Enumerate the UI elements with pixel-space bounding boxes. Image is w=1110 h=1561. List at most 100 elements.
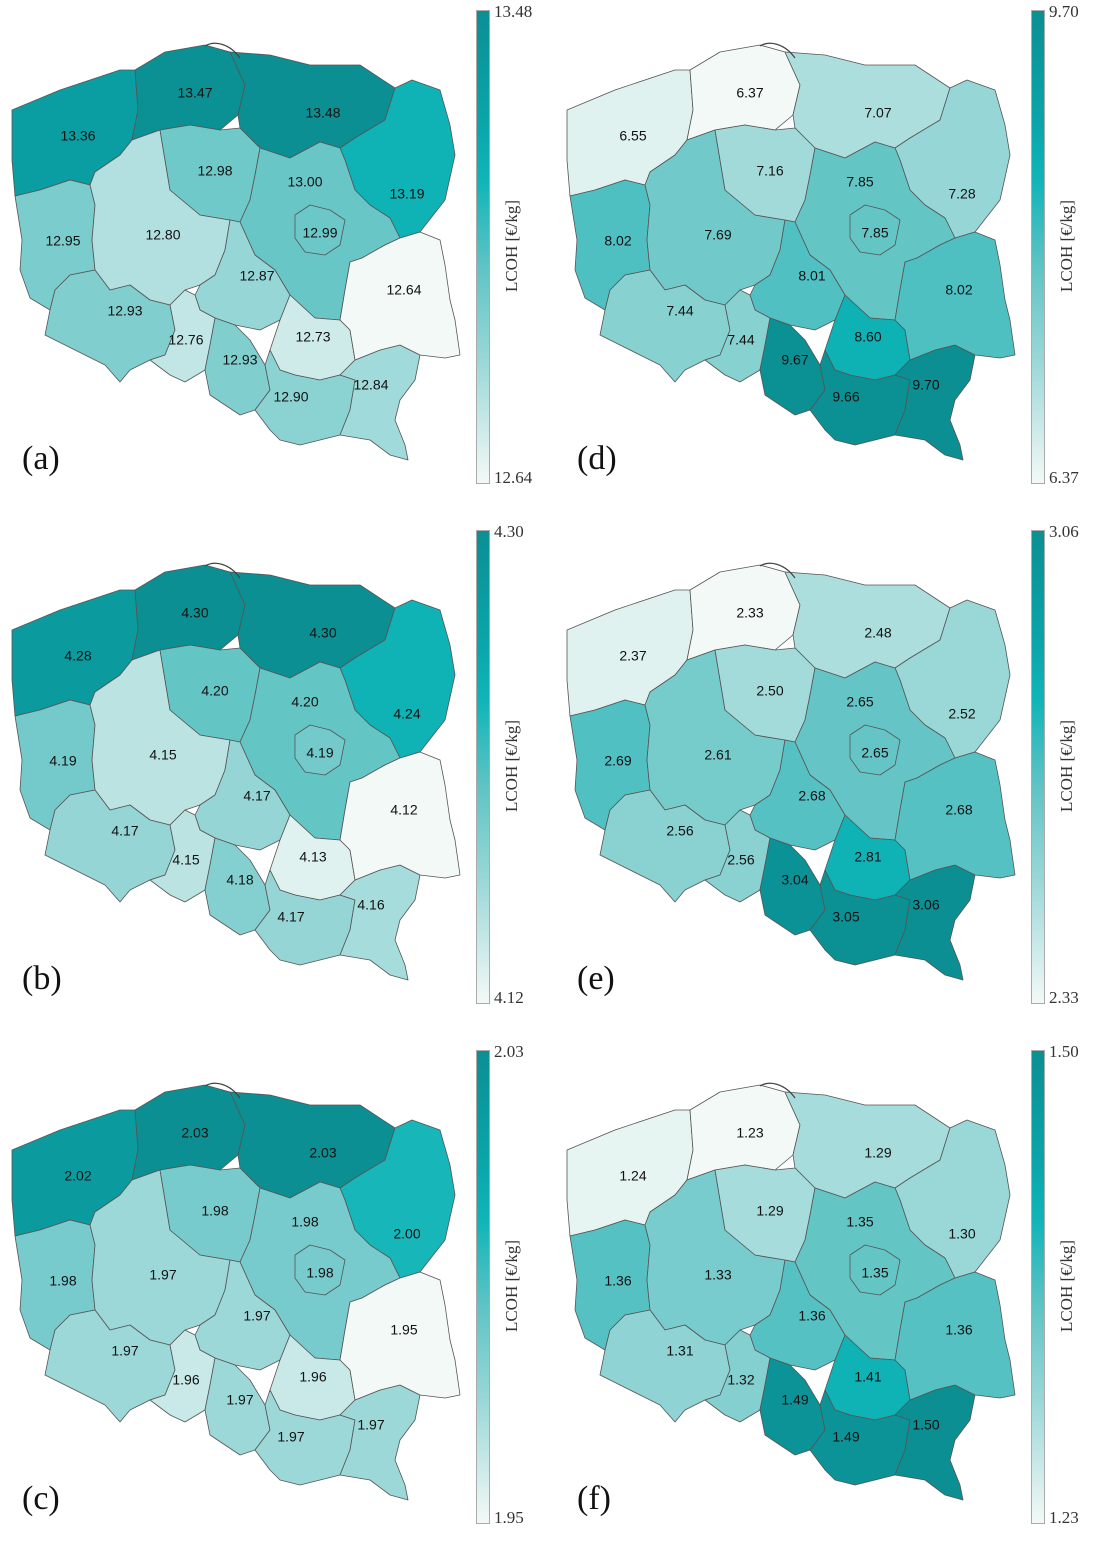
value-label-kujawsko_pomorskie: 2.50 — [756, 683, 783, 699]
value-label-swietokrzyskie: 2.81 — [854, 849, 881, 865]
colorbar-max-label: 2.03 — [494, 1042, 524, 1061]
colorbar-min-label: 2.33 — [1049, 988, 1079, 1007]
region-slaskie — [759, 837, 826, 936]
colorbar-title: LCOH [€/kg] — [502, 1239, 521, 1333]
colorbar-min-label: 1.23 — [1049, 1508, 1079, 1527]
value-label-warminsko_mazurskie: 4.30 — [309, 625, 336, 641]
region-lubelskie — [339, 231, 461, 361]
value-label-pomorskie: 13.47 — [177, 85, 212, 101]
value-label-warminsko_mazurskie: 2.48 — [864, 625, 891, 641]
value-label-dolnoslaskie: 1.31 — [666, 1343, 693, 1359]
value-label-warminsko_mazurskie: 13.48 — [305, 105, 340, 121]
value-label-dolnoslaskie: 7.44 — [666, 303, 693, 319]
value-label-lodzkie: 8.01 — [798, 268, 825, 284]
colorbar-title: LCOH [€/kg] — [1057, 719, 1076, 813]
region-warszawa — [294, 1244, 346, 1296]
value-label-mazowieckie: 7.85 — [846, 174, 873, 190]
colorbar-title: LCOH [€/kg] — [1057, 199, 1076, 293]
value-label-warszawa: 1.98 — [306, 1265, 333, 1281]
value-label-slaskie: 4.18 — [226, 872, 253, 888]
poland-voivodeship-map: 13.36 13.47 13.48 13.19 12.95 12.80 12.98 13.00… — [11, 42, 461, 461]
value-label-zachodniopomorskie: 2.37 — [619, 648, 646, 664]
value-label-pomorskie: 2.33 — [736, 605, 763, 621]
value-label-lubelskie: 1.36 — [945, 1322, 972, 1338]
value-label-zachodniopomorskie: 6.55 — [619, 128, 646, 144]
value-label-podkarpackie: 3.06 — [912, 897, 939, 913]
value-label-kujawsko_pomorskie: 4.20 — [201, 683, 228, 699]
value-label-lubelskie: 2.68 — [945, 802, 972, 818]
colorbar-min-label: 4.12 — [494, 988, 524, 1007]
region-pomorskie — [131, 564, 246, 661]
value-label-mazowieckie: 1.98 — [291, 1214, 318, 1230]
value-label-podkarpackie: 12.84 — [353, 377, 388, 393]
value-label-zachodniopomorskie: 2.02 — [64, 1168, 91, 1184]
value-label-podlaskie: 2.52 — [948, 706, 975, 722]
poland-voivodeship-map: 2.02 2.03 2.03 2.00 1.98 1.97 1.98 1.98 1.97 1.97… — [11, 1082, 461, 1501]
map-panel: 13.36 13.47 13.48 13.19 12.95 12.80 12.98 13.00… — [0, 0, 555, 520]
colorbar-title: LCOH [€/kg] — [502, 199, 521, 293]
value-label-swietokrzyskie: 12.73 — [295, 329, 330, 345]
value-label-podlaskie: 1.30 — [948, 1226, 975, 1242]
value-label-opolskie: 4.15 — [172, 852, 199, 868]
value-label-warminsko_mazurskie: 1.29 — [864, 1145, 891, 1161]
value-label-lubuskie: 4.19 — [49, 753, 76, 769]
colorbar — [476, 10, 490, 484]
value-label-lodzkie: 1.36 — [798, 1308, 825, 1324]
value-label-lodzkie: 4.17 — [243, 788, 270, 804]
region-slaskie — [759, 1357, 826, 1456]
value-label-opolskie: 1.96 — [172, 1372, 199, 1388]
panel-letter: (d) — [577, 440, 617, 477]
poland-voivodeship-map: 1.24 1.23 1.29 1.30 1.36 1.33 1.29 1.35 1.36 1.31… — [566, 1082, 1016, 1501]
value-label-lubuskie: 1.36 — [604, 1273, 631, 1289]
value-label-podkarpackie: 1.50 — [912, 1417, 939, 1433]
value-label-dolnoslaskie: 2.56 — [666, 823, 693, 839]
panel-letter: (a) — [22, 440, 60, 477]
map-panel: 4.28 4.30 4.30 4.24 4.19 4.15 4.20 4.20 4.17 4.17… — [0, 520, 555, 1040]
value-label-lubuskie: 12.95 — [45, 233, 80, 249]
value-label-kujawsko_pomorskie: 12.98 — [197, 163, 232, 179]
poland-voivodeship-map: 6.55 6.37 7.07 7.28 8.02 7.69 7.16 7.85 8.01 7.44… — [566, 42, 1016, 461]
map-panel: 2.02 2.03 2.03 2.00 1.98 1.97 1.98 1.98 1.97 1.97… — [0, 1040, 555, 1560]
region-lubelskie — [339, 751, 461, 881]
value-label-lodzkie: 12.87 — [239, 268, 274, 284]
value-label-podkarpackie: 1.97 — [357, 1417, 384, 1433]
value-label-swietokrzyskie: 1.96 — [299, 1369, 326, 1385]
poland-voivodeship-map: 2.37 2.33 2.48 2.52 2.69 2.61 2.50 2.65 2.68 2.56… — [566, 562, 1016, 981]
value-label-pomorskie: 6.37 — [736, 85, 763, 101]
value-label-malopolskie: 1.49 — [832, 1429, 859, 1445]
colorbar-title: LCOH [€/kg] — [502, 719, 521, 813]
value-label-podlaskie: 2.00 — [393, 1226, 420, 1242]
value-label-malopolskie: 9.66 — [832, 389, 859, 405]
region-pomorskie — [131, 44, 246, 141]
region-slaskie — [204, 1357, 271, 1456]
map-panel: 1.24 1.23 1.29 1.30 1.36 1.33 1.29 1.35 1.36 1.31… — [555, 1040, 1110, 1560]
panel-letter: (c) — [22, 1480, 60, 1517]
value-label-lodzkie: 2.68 — [798, 788, 825, 804]
colorbar-min-label: 12.64 — [494, 468, 533, 487]
coastline — [204, 562, 241, 579]
panel-letter: (b) — [22, 960, 62, 997]
region-lubelskie — [339, 1271, 461, 1401]
value-label-mazowieckie: 1.35 — [846, 1214, 873, 1230]
colorbar-max-label: 3.06 — [1049, 522, 1079, 541]
value-label-dolnoslaskie: 12.93 — [107, 303, 142, 319]
value-label-swietokrzyskie: 8.60 — [854, 329, 881, 345]
coastline — [759, 42, 796, 59]
value-label-warminsko_mazurskie: 2.03 — [309, 1145, 336, 1161]
colorbar — [476, 530, 490, 1004]
map-panel: 2.37 2.33 2.48 2.52 2.69 2.61 2.50 2.65 2.68 2.56… — [555, 520, 1110, 1040]
value-label-wielkopolskie: 1.33 — [704, 1267, 731, 1283]
colorbar-max-label: 4.30 — [494, 522, 524, 541]
value-label-warszawa: 7.85 — [861, 225, 888, 241]
value-label-slaskie: 1.49 — [781, 1392, 808, 1408]
coastline — [759, 1082, 796, 1099]
region-warszawa — [294, 724, 346, 776]
value-label-swietokrzyskie: 4.13 — [299, 849, 326, 865]
value-label-pomorskie: 4.30 — [181, 605, 208, 621]
region-warszawa — [849, 724, 901, 776]
value-label-podlaskie: 13.19 — [389, 186, 424, 202]
value-label-malopolskie: 1.97 — [277, 1429, 304, 1445]
colorbar-min-label: 1.95 — [494, 1508, 524, 1527]
value-label-lubuskie: 8.02 — [604, 233, 631, 249]
colorbar-max-label: 13.48 — [494, 2, 533, 21]
